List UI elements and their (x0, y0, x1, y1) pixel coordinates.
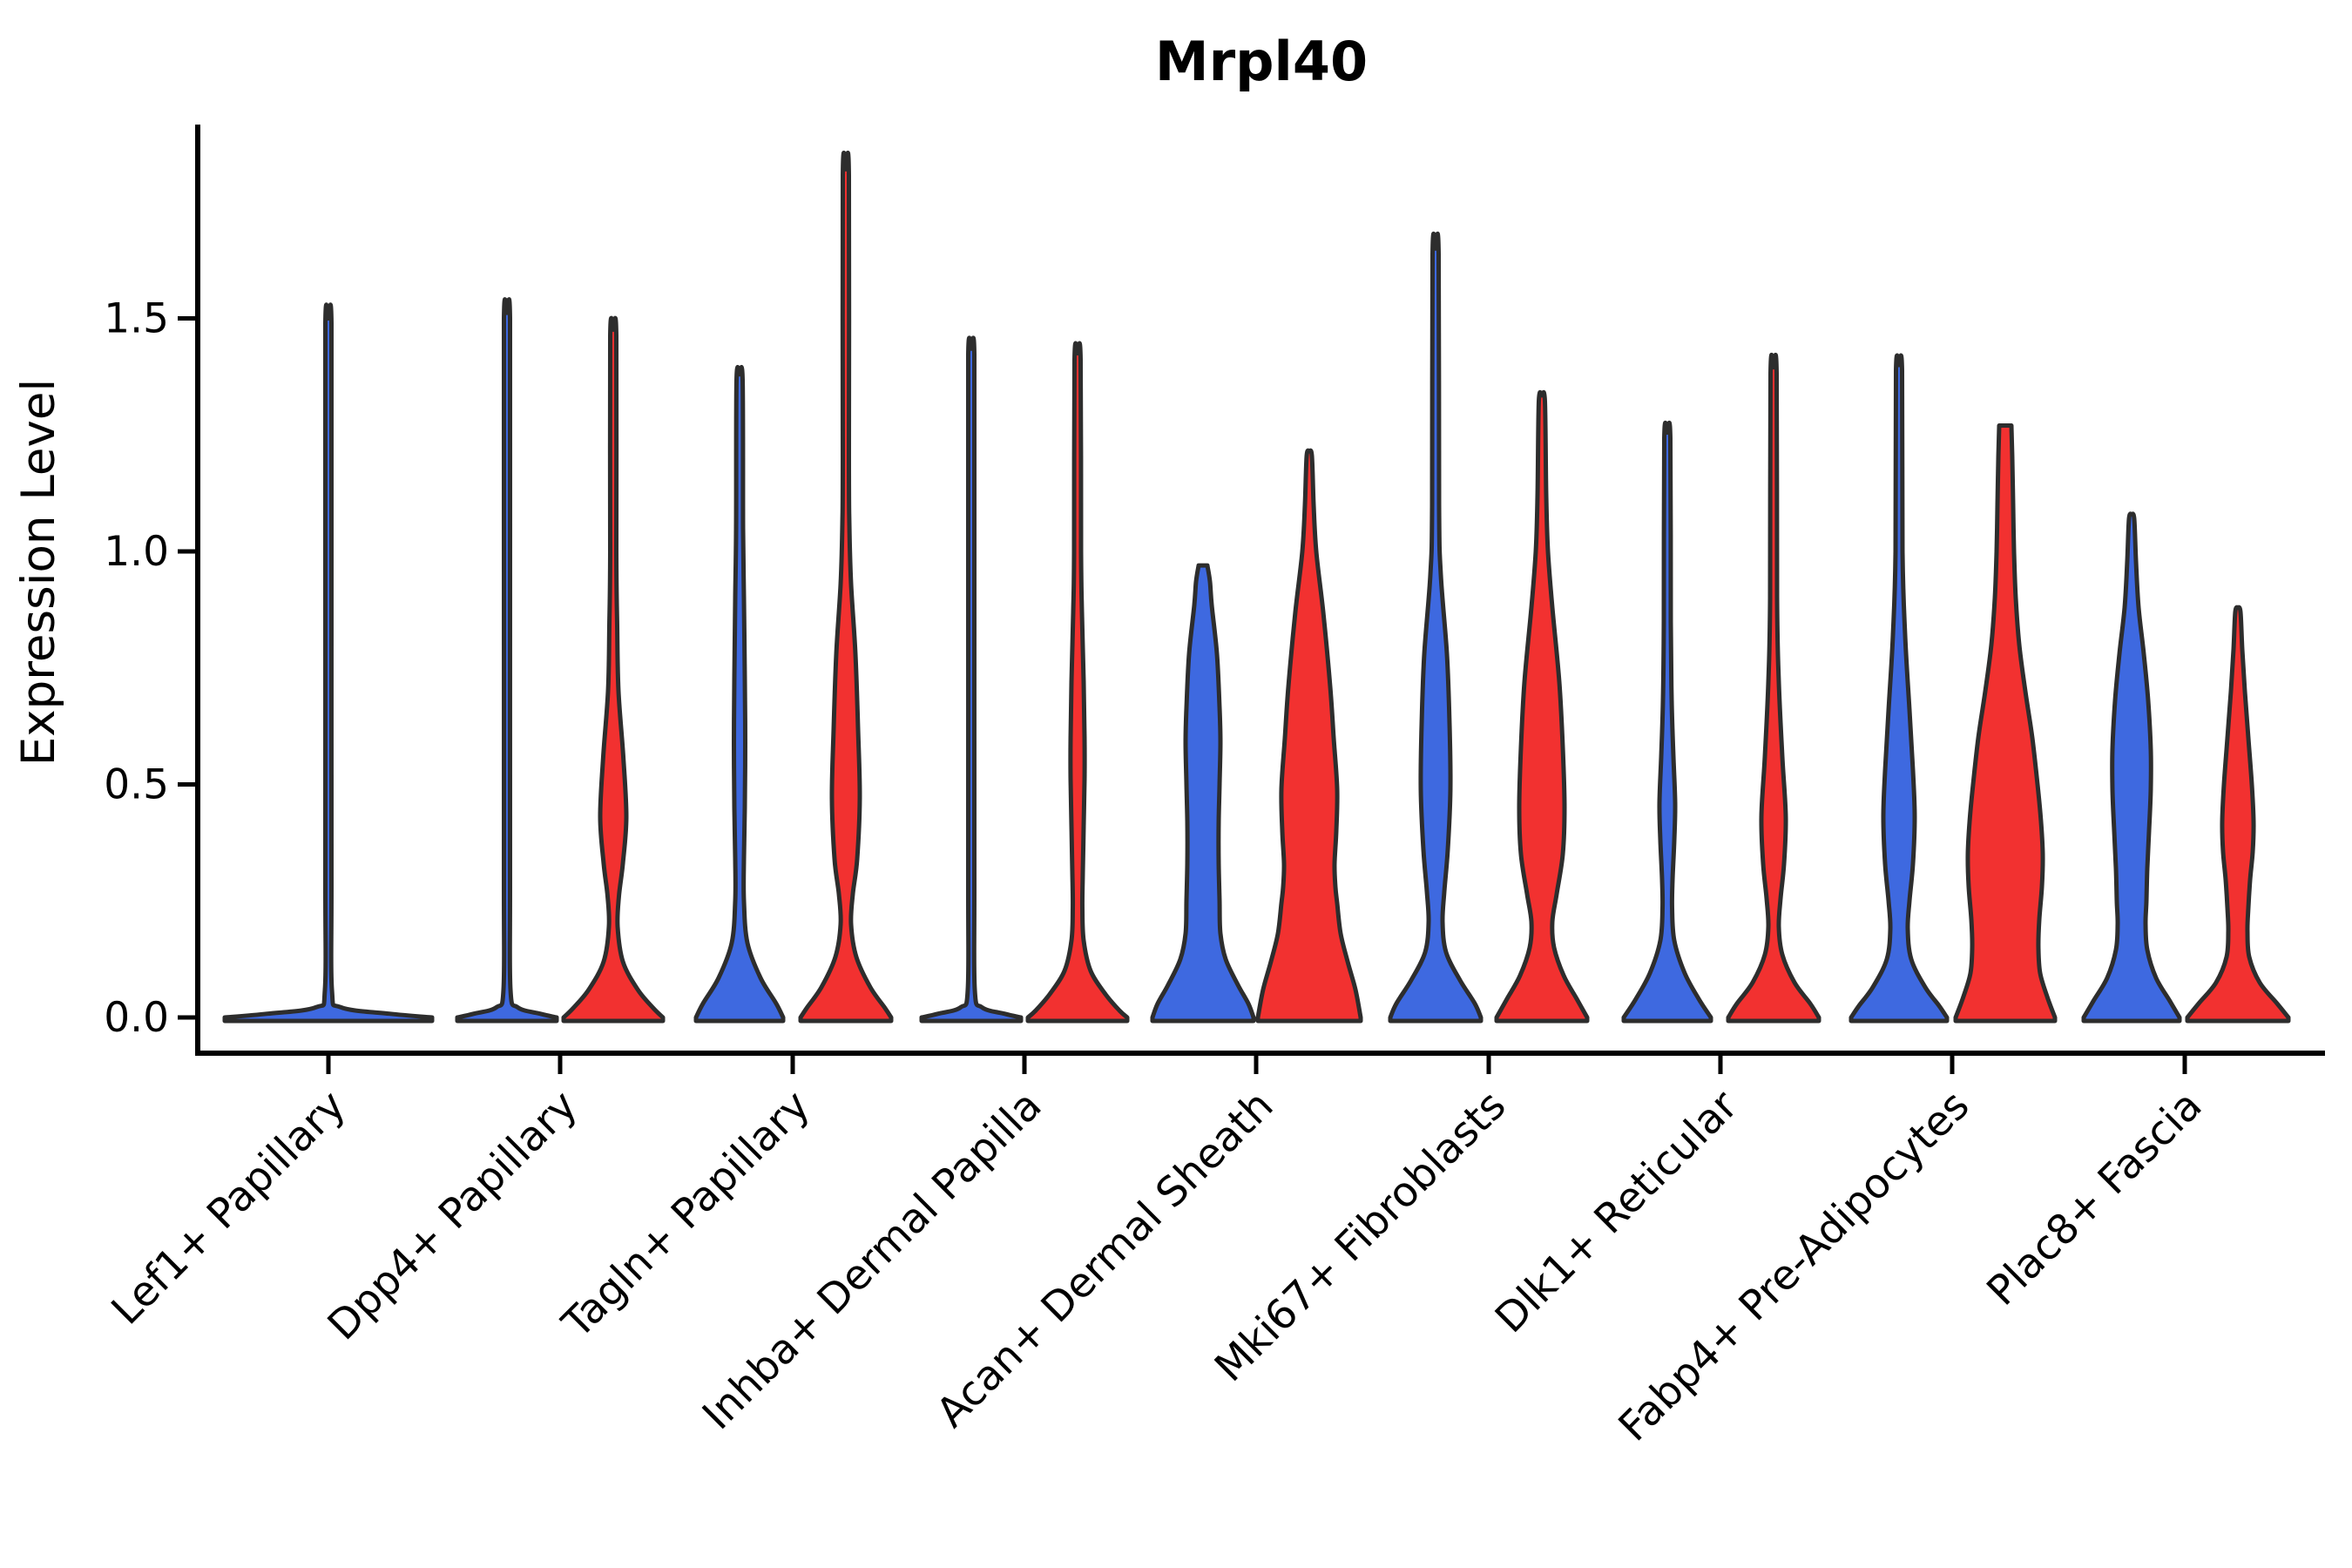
y-axis-tick-labels: 0.0 0.5 1.0 1.5 (104, 295, 169, 1043)
x-tick-label: Tagln+ Papillary (553, 1082, 820, 1348)
violin-plac8-fascia-red (2185, 605, 2291, 1024)
violin-tagln-papillary-blue (693, 364, 786, 1024)
axes-spines (195, 125, 2325, 1056)
violin-inhba-dermal-papilla-blue (919, 335, 1024, 1024)
violin-dlk1-reticular-red (1726, 352, 1821, 1024)
violin-fabp4-pre-adipocytes-red (1953, 423, 2058, 1024)
violin-tagln-papillary-red (798, 150, 894, 1024)
violin-dpp4-papillary-blue (455, 297, 559, 1024)
x-axis-ticks (326, 1053, 2187, 1074)
violin-inhba-dermal-papilla-red (1025, 341, 1130, 1024)
violin-dlk1-reticular-blue (1621, 421, 1713, 1024)
violin-dpp4-papillary-red (561, 315, 666, 1024)
x-tick-label: Dpp4+ Papillary (319, 1082, 587, 1350)
violin-fabp4-pre-adipocytes-blue (1848, 353, 1950, 1024)
violin-mki67-fibroblasts-blue (1388, 232, 1484, 1024)
x-tick-label: Dlk1+ Reticular (1486, 1081, 1747, 1342)
y-tick-label: 1.5 (104, 295, 169, 343)
violins-layer (222, 150, 2291, 1024)
y-tick-label: 0.5 (104, 761, 169, 809)
x-tick-label: Plac8+ Fascia (1978, 1082, 2212, 1315)
y-tick-label: 1.0 (104, 528, 169, 576)
violin-acan-dermal-sheath-red (1255, 448, 1363, 1024)
y-axis-ticks (178, 316, 198, 1020)
x-tick-label: Lef1+ Papillary (103, 1082, 355, 1335)
x-axis-tick-labels: Lef1+ Papillary Dpp4+ Papillary Tagln+ P… (103, 1081, 2212, 1450)
violin-acan-dermal-sheath-blue (1150, 563, 1256, 1024)
violin-lef1-papillary-single (222, 302, 435, 1024)
y-tick-label: 0.0 (104, 994, 169, 1042)
y-axis-label: Expression Level (12, 379, 65, 766)
violin-mki67-fibroblasts-red (1494, 389, 1590, 1024)
chart-title: Mrpl40 (1155, 30, 1368, 93)
violin-plac8-fascia-blue (2081, 511, 2182, 1024)
